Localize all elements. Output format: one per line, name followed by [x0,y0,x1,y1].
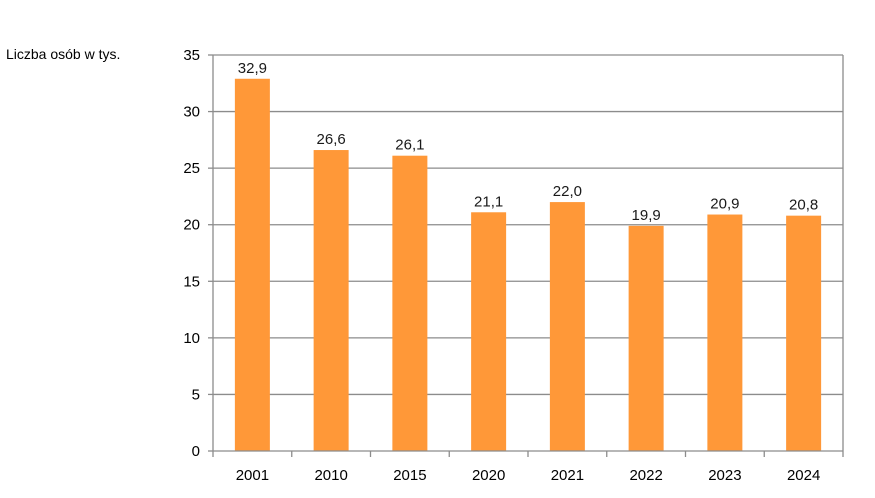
data-label: 26,6 [317,131,346,148]
y-tick-label: 30 [183,104,200,121]
y-tick-label: 15 [183,273,200,290]
data-label: 32,9 [238,60,267,77]
bars [234,78,822,452]
x-tick-label: 2021 [551,467,584,484]
y-tick-label: 35 [183,47,200,64]
bar [549,202,585,451]
bar [234,78,270,451]
bar [471,212,507,451]
x-tick-label: 2010 [314,467,347,484]
data-label: 22,0 [553,183,582,200]
y-tick-label: 0 [192,443,200,460]
data-label: 21,1 [474,193,503,210]
x-tick-label: 2023 [708,467,741,484]
data-label: 20,8 [789,197,818,214]
y-axis-label: Liczba osób w tys. [6,46,121,62]
y-tick-label: 20 [183,217,200,234]
grid-lines [213,54,843,396]
bar [786,215,822,451]
x-tick-label: 2022 [629,467,662,484]
y-tick-label: 25 [183,160,200,177]
data-label: 26,1 [395,137,424,154]
x-tick-label: 2020 [472,467,505,484]
bar [707,214,743,451]
y-tick-label: 5 [192,386,200,403]
y-tick-label: 10 [183,330,200,347]
bar [313,150,349,452]
data-label: 19,9 [632,207,661,224]
x-tick-label: 2024 [787,467,820,484]
axes [208,54,844,457]
x-tick-label: 2015 [393,467,426,484]
data-label: 20,9 [710,196,739,213]
x-tick-label: 2001 [236,467,269,484]
bar [392,155,428,451]
bar [628,225,664,451]
labels: 0 5 10 15 20 25 30 35 32,9 2001 26,6 2010 26,1 2015 21… [183,47,820,484]
